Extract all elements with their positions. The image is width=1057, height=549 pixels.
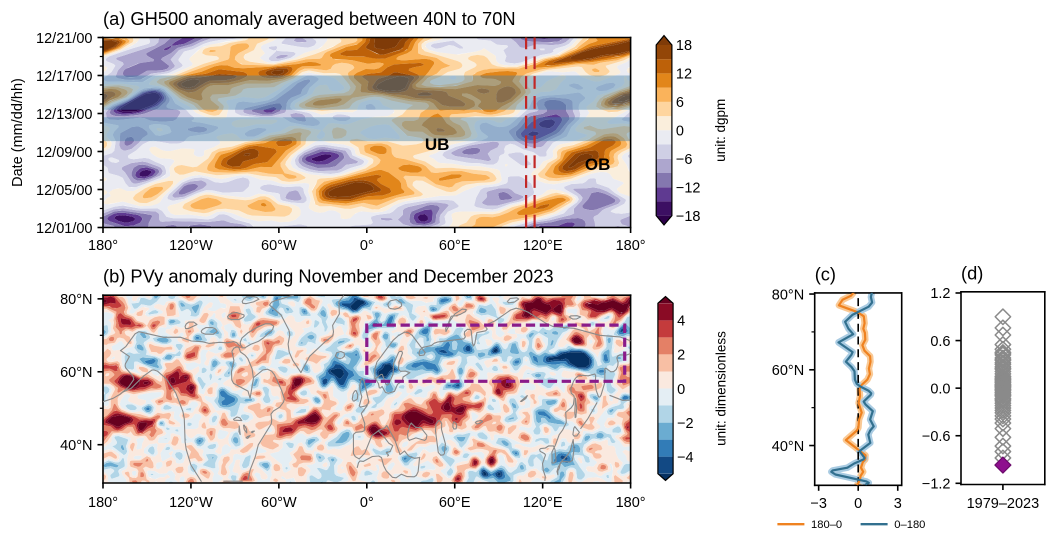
- svg-text:60°N: 60°N: [60, 365, 92, 381]
- svg-text:18: 18: [676, 38, 692, 54]
- svg-text:40°N: 40°N: [60, 438, 92, 454]
- svg-text:−3: −3: [810, 496, 827, 512]
- svg-text:12/01/00: 12/01/00: [36, 221, 92, 237]
- svg-text:0°: 0°: [360, 238, 374, 254]
- svg-text:120°W: 120°W: [169, 495, 213, 511]
- svg-text:−4: −4: [677, 450, 694, 466]
- svg-text:60°W: 60°W: [261, 495, 297, 511]
- svg-text:12/17/00: 12/17/00: [36, 69, 92, 85]
- svg-text:80°N: 80°N: [60, 292, 92, 308]
- svg-text:3: 3: [894, 496, 902, 512]
- svg-text:60°E: 60°E: [439, 238, 471, 254]
- svg-text:−6: −6: [676, 152, 693, 168]
- svg-text:12: 12: [676, 67, 692, 83]
- svg-text:60°E: 60°E: [439, 495, 471, 511]
- svg-text:−0.6: −0.6: [922, 429, 951, 445]
- svg-text:0: 0: [854, 496, 862, 512]
- svg-text:80°N: 80°N: [772, 287, 804, 303]
- svg-text:0.0: 0.0: [930, 381, 950, 397]
- svg-text:0°: 0°: [360, 495, 374, 511]
- svg-text:12/13/00: 12/13/00: [36, 107, 92, 123]
- svg-text:−2: −2: [677, 416, 694, 432]
- svg-text:60°N: 60°N: [772, 363, 804, 379]
- svg-text:UB: UB: [425, 135, 450, 154]
- svg-text:OB: OB: [585, 155, 611, 174]
- svg-text:Date (mm/dd/hh): Date (mm/dd/hh): [10, 78, 26, 187]
- svg-text:180°: 180°: [616, 238, 646, 254]
- svg-text:2: 2: [677, 348, 685, 364]
- svg-text:unit: dimensionless: unit: dimensionless: [713, 331, 728, 446]
- svg-text:60°W: 60°W: [261, 238, 297, 254]
- svg-text:−18: −18: [676, 209, 701, 225]
- svg-text:−1.2: −1.2: [922, 477, 951, 493]
- svg-text:6: 6: [676, 95, 684, 111]
- svg-text:180–0: 180–0: [811, 519, 842, 531]
- svg-text:(b) PVy anomaly during Novembe: (b) PVy anomaly during November and Dece…: [103, 266, 554, 287]
- svg-text:0–180: 0–180: [894, 519, 925, 531]
- svg-text:unit: dgpm: unit: dgpm: [713, 99, 728, 162]
- svg-text:40°N: 40°N: [772, 439, 804, 455]
- svg-text:12/05/00: 12/05/00: [36, 183, 92, 199]
- svg-text:120°W: 120°W: [169, 238, 213, 254]
- svg-text:12/21/00: 12/21/00: [36, 31, 92, 47]
- svg-text:0: 0: [677, 382, 685, 398]
- svg-text:1.2: 1.2: [930, 286, 950, 302]
- svg-text:−12: −12: [676, 180, 701, 196]
- svg-text:(d): (d): [961, 262, 983, 283]
- svg-text:180°: 180°: [88, 495, 118, 511]
- svg-text:180°: 180°: [88, 238, 118, 254]
- svg-text:1979–2023: 1979–2023: [967, 496, 1040, 512]
- svg-text:120°E: 120°E: [523, 495, 563, 511]
- svg-text:4: 4: [677, 314, 685, 330]
- svg-text:0: 0: [676, 124, 684, 140]
- svg-text:180°: 180°: [616, 495, 646, 511]
- svg-text:(a) GH500 anomaly averaged bet: (a) GH500 anomaly averaged between 40N t…: [103, 8, 516, 29]
- svg-text:0.6: 0.6: [930, 334, 950, 350]
- svg-text:120°E: 120°E: [523, 238, 563, 254]
- svg-text:(c): (c): [815, 263, 836, 284]
- svg-text:12/09/00: 12/09/00: [36, 145, 92, 161]
